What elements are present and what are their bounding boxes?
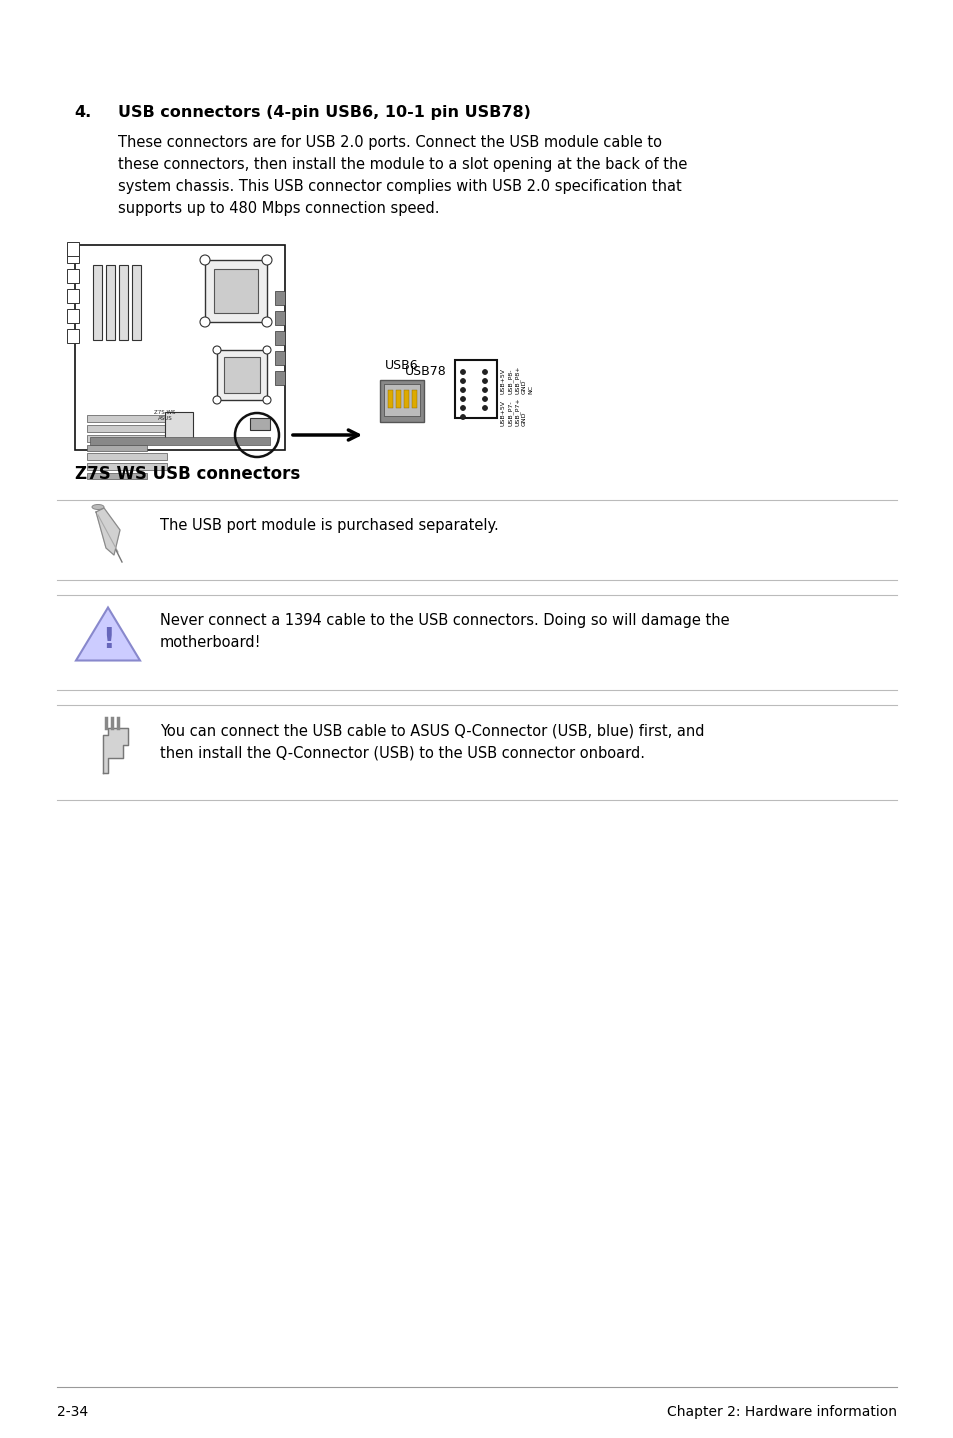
Circle shape xyxy=(460,414,465,420)
Text: Chapter 2: Hardware information: Chapter 2: Hardware information xyxy=(666,1405,896,1419)
Circle shape xyxy=(200,255,210,265)
Bar xyxy=(274,331,285,345)
Text: !: ! xyxy=(102,627,114,654)
Bar xyxy=(75,244,285,450)
Text: 4.: 4. xyxy=(74,105,91,119)
Bar xyxy=(274,290,285,305)
Bar xyxy=(67,309,79,324)
Text: These connectors are for USB 2.0 ports. Connect the USB module cable to: These connectors are for USB 2.0 ports. … xyxy=(118,135,661,150)
Bar xyxy=(384,384,419,416)
Bar xyxy=(67,242,79,256)
Text: USB+5V
USB_P7-
USB_P7+
GND: USB+5V USB_P7- USB_P7+ GND xyxy=(500,397,526,426)
Circle shape xyxy=(460,378,465,384)
Polygon shape xyxy=(96,508,120,555)
Circle shape xyxy=(460,387,465,393)
Bar xyxy=(87,473,147,479)
Text: You can connect the USB cable to ASUS Q-Connector (USB, blue) first, and: You can connect the USB cable to ASUS Q-… xyxy=(160,723,703,738)
Bar xyxy=(87,416,167,421)
Circle shape xyxy=(263,347,271,354)
Bar xyxy=(395,390,400,408)
Polygon shape xyxy=(76,607,140,660)
Bar xyxy=(412,390,416,408)
Bar xyxy=(250,418,270,430)
Circle shape xyxy=(482,378,487,384)
Bar xyxy=(388,390,393,408)
Text: USB78: USB78 xyxy=(405,365,447,378)
Bar xyxy=(87,453,167,460)
Bar xyxy=(403,390,409,408)
Bar xyxy=(455,360,497,418)
Text: system chassis. This USB connector complies with USB 2.0 specification that: system chassis. This USB connector compl… xyxy=(118,178,681,194)
Circle shape xyxy=(262,316,272,326)
Text: Z7S WS USB connectors: Z7S WS USB connectors xyxy=(75,464,300,483)
Bar xyxy=(213,269,257,313)
Circle shape xyxy=(482,387,487,393)
Text: Z7S WS: Z7S WS xyxy=(154,410,175,416)
Text: USB+5V
USB_P8-
USB_P8+
GND
NC: USB+5V USB_P8- USB_P8+ GND NC xyxy=(500,365,533,394)
Bar xyxy=(67,269,79,283)
Text: ASUS: ASUS xyxy=(157,416,172,421)
Text: USB6: USB6 xyxy=(385,360,418,372)
Circle shape xyxy=(262,255,272,265)
Bar xyxy=(87,444,147,452)
Text: USB connectors (4-pin USB6, 10-1 pin USB78): USB connectors (4-pin USB6, 10-1 pin USB… xyxy=(118,105,530,119)
Circle shape xyxy=(482,370,487,374)
Ellipse shape xyxy=(91,505,104,509)
Bar xyxy=(119,265,128,339)
Circle shape xyxy=(460,397,465,401)
Circle shape xyxy=(482,406,487,410)
Circle shape xyxy=(460,406,465,410)
Text: then install the Q-Connector (USB) to the USB connector onboard.: then install the Q-Connector (USB) to th… xyxy=(160,745,644,761)
Bar xyxy=(106,265,115,339)
Bar xyxy=(224,357,260,393)
Text: The USB port module is purchased separately.: The USB port module is purchased separat… xyxy=(160,518,498,533)
Bar xyxy=(67,249,79,263)
Bar xyxy=(87,426,167,431)
Circle shape xyxy=(213,395,221,404)
Bar xyxy=(216,349,267,400)
Circle shape xyxy=(460,370,465,374)
Bar xyxy=(87,436,167,441)
Bar xyxy=(90,437,270,444)
Polygon shape xyxy=(103,728,128,772)
Bar xyxy=(132,265,141,339)
Bar xyxy=(274,351,285,365)
Bar xyxy=(67,289,79,303)
Bar xyxy=(274,371,285,385)
Circle shape xyxy=(213,347,221,354)
Bar xyxy=(205,260,267,322)
Bar xyxy=(92,265,102,339)
Text: 2-34: 2-34 xyxy=(57,1405,88,1419)
Text: supports up to 480 Mbps connection speed.: supports up to 480 Mbps connection speed… xyxy=(118,201,439,216)
Bar xyxy=(87,463,167,470)
Text: Never connect a 1394 cable to the USB connectors. Doing so will damage the: Never connect a 1394 cable to the USB co… xyxy=(160,613,729,628)
Circle shape xyxy=(263,395,271,404)
Bar xyxy=(165,413,193,440)
Circle shape xyxy=(200,316,210,326)
Text: motherboard!: motherboard! xyxy=(160,636,261,650)
Circle shape xyxy=(482,397,487,401)
Bar xyxy=(67,329,79,344)
Bar xyxy=(379,380,423,421)
Text: these connectors, then install the module to a slot opening at the back of the: these connectors, then install the modul… xyxy=(118,157,687,173)
Bar xyxy=(274,311,285,325)
